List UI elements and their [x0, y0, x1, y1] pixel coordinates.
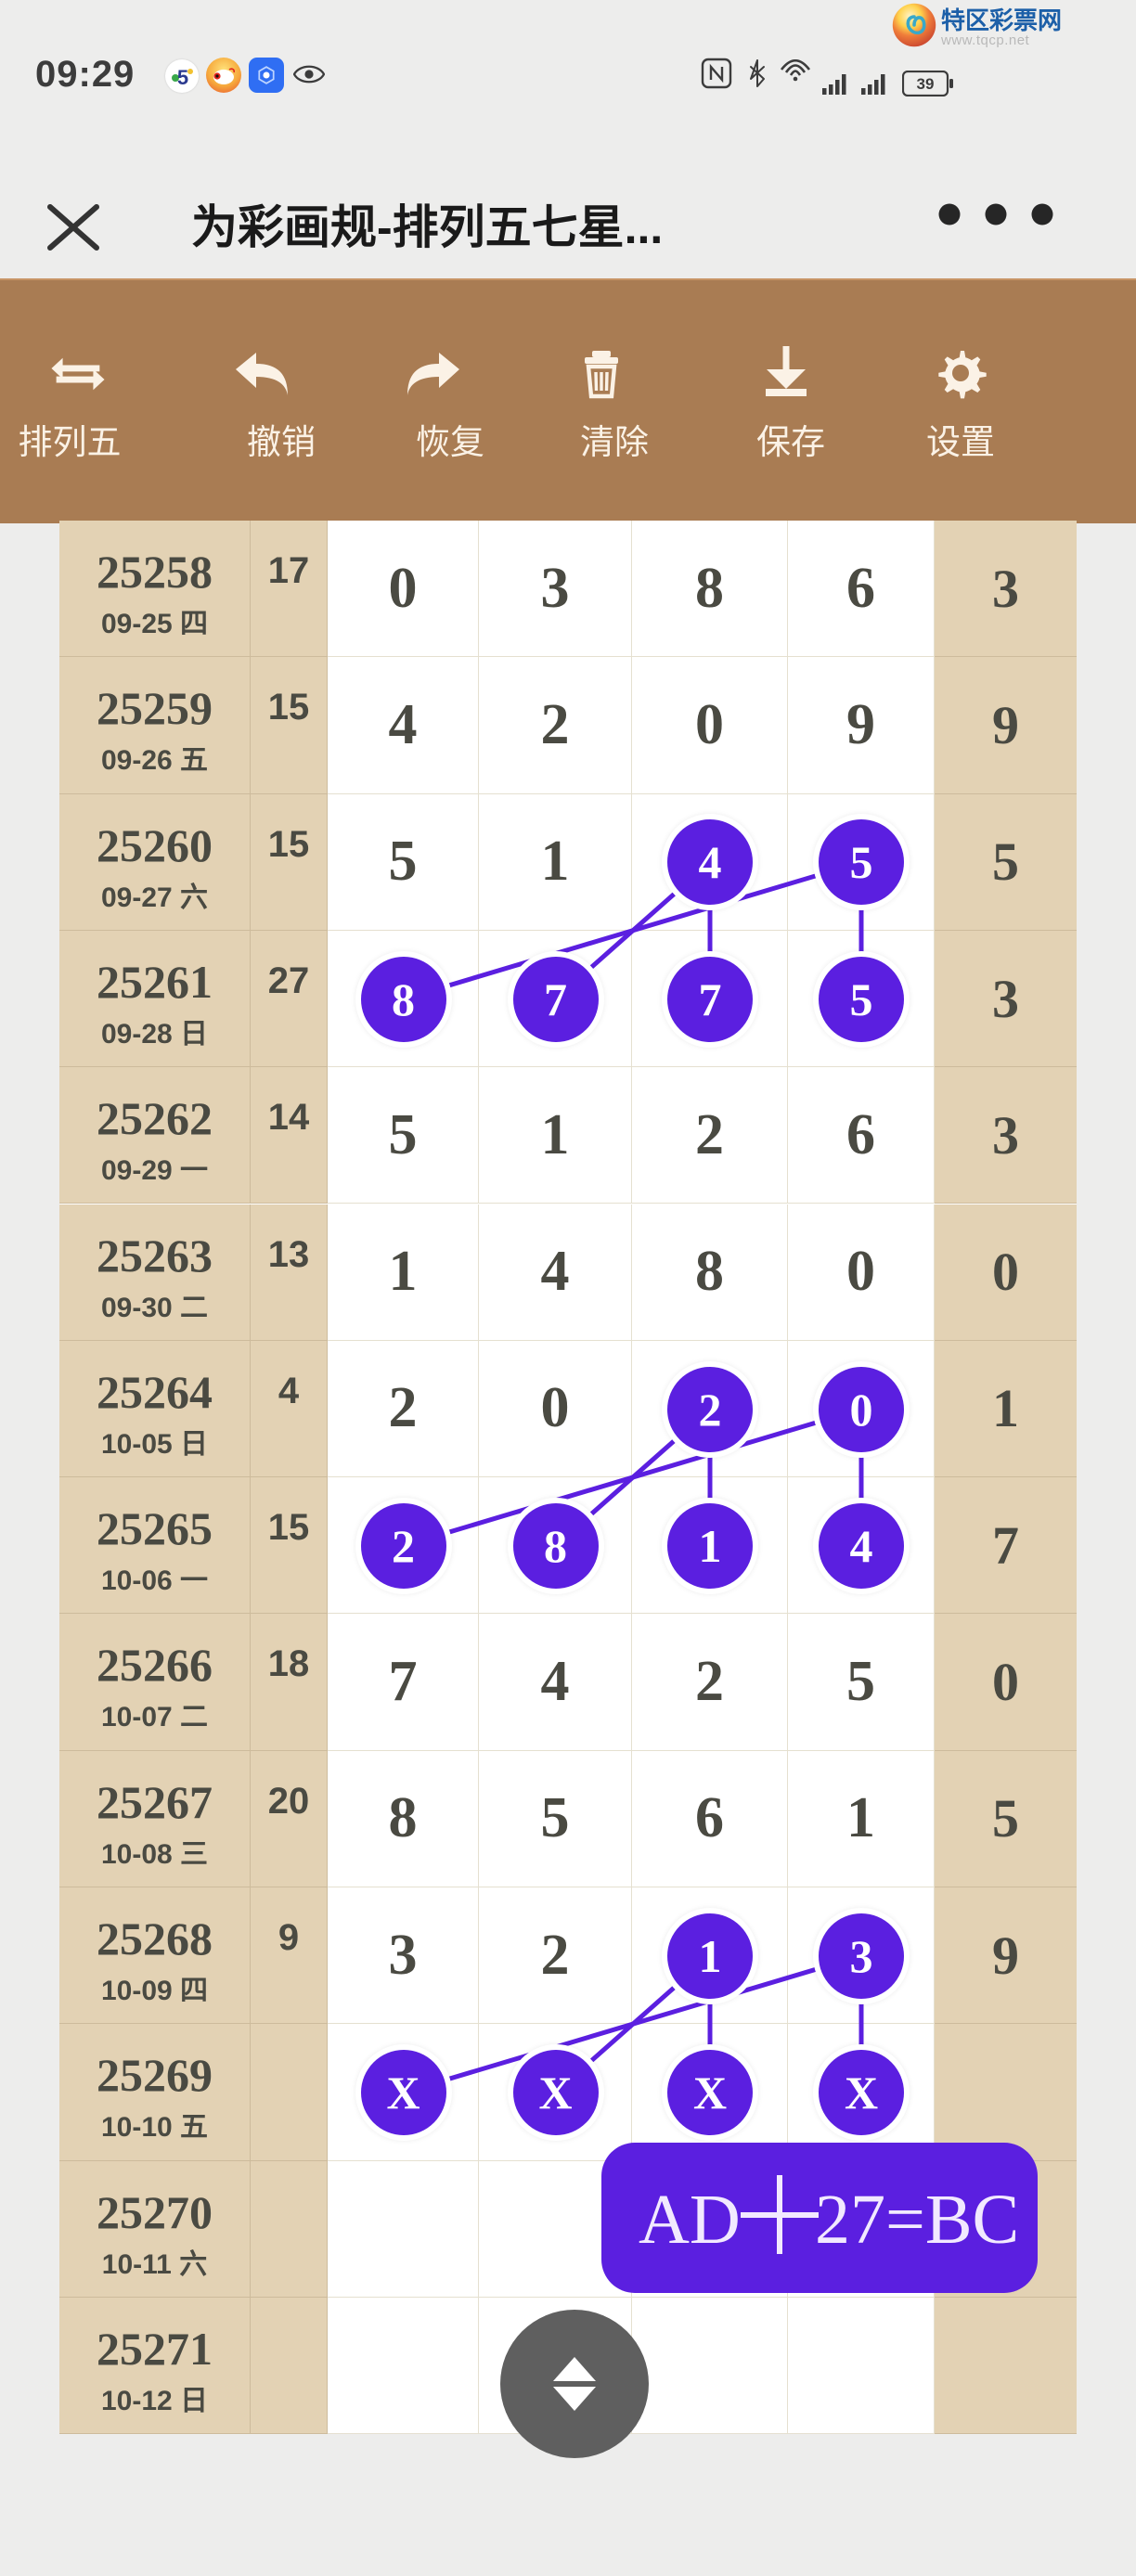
svg-text:27=BC: 27=BC	[815, 2181, 1019, 2259]
svg-text:AD: AD	[639, 2181, 741, 2259]
svg-text:5: 5	[177, 66, 188, 89]
svg-text:39: 39	[917, 75, 935, 93]
